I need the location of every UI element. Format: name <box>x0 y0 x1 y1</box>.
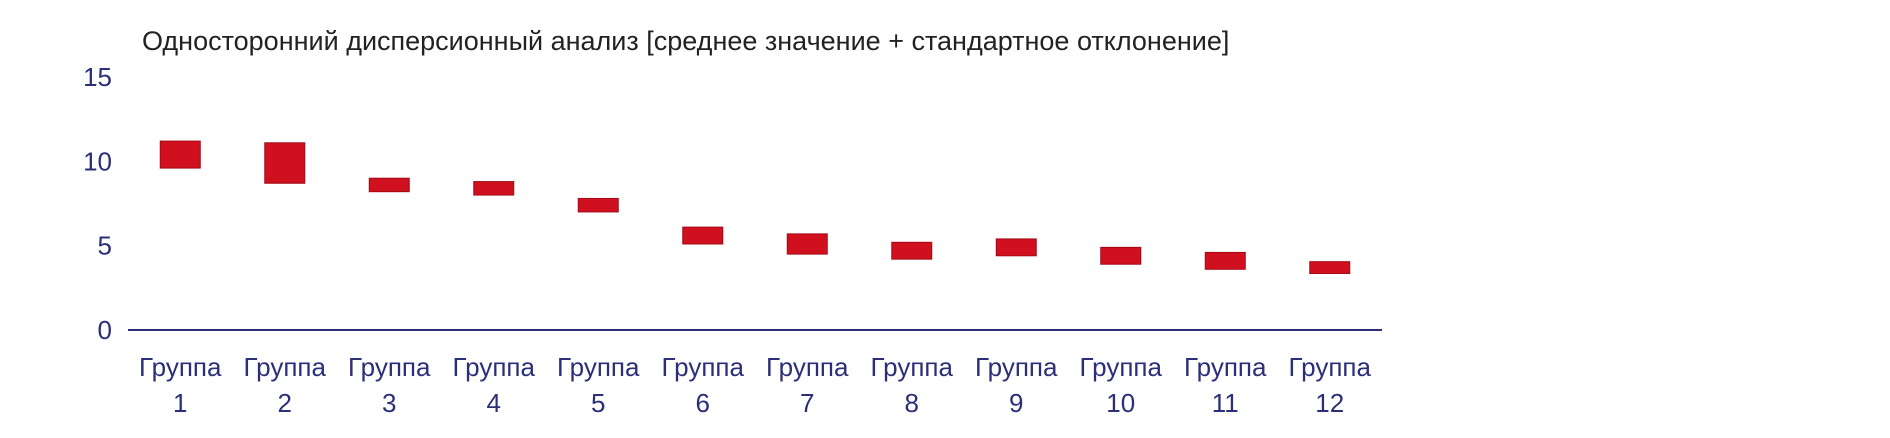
x-category-label: Группа <box>871 352 954 382</box>
mean-sd-box <box>1309 261 1351 274</box>
x-category-label: Группа <box>557 352 640 382</box>
x-category-label: Группа <box>975 352 1058 382</box>
x-category-label: Группа <box>244 352 327 382</box>
mean-sd-box <box>995 238 1037 257</box>
x-category-number: 7 <box>800 388 814 418</box>
mean-sd-box <box>264 142 306 184</box>
y-tick-label: 10 <box>83 146 112 176</box>
x-axis-labels: Группа 1 Группа 2 Группа 3 Группа 4 Группа 5 Групп… <box>139 352 1371 418</box>
y-axis-ticks: 0 5 10 15 <box>83 62 112 345</box>
x-category-label: Группа <box>1080 352 1163 382</box>
mean-sd-box <box>577 197 619 213</box>
x-category-number: 2 <box>278 388 292 418</box>
x-category-label: Группа <box>348 352 431 382</box>
y-tick-label: 15 <box>83 62 112 92</box>
mean-sd-box <box>1100 246 1142 265</box>
x-category-number: 1 <box>173 388 187 418</box>
x-category-number: 12 <box>1315 388 1344 418</box>
mean-sd-box <box>682 226 724 245</box>
x-category-label: Группа <box>1184 352 1267 382</box>
x-category-number: 4 <box>487 388 501 418</box>
mean-sd-box <box>473 181 515 196</box>
x-category-number: 6 <box>696 388 710 418</box>
mean-sd-boxes <box>159 140 1351 274</box>
x-category-label: Группа <box>766 352 849 382</box>
x-category-label: Группа <box>453 352 536 382</box>
x-category-number: 5 <box>591 388 605 418</box>
x-category-label: Группа <box>1289 352 1372 382</box>
x-category-number: 8 <box>905 388 919 418</box>
x-category-number: 3 <box>382 388 396 418</box>
x-category-number: 11 <box>1212 388 1239 418</box>
y-tick-label: 0 <box>98 315 112 345</box>
mean-sd-box <box>159 140 201 169</box>
x-category-label: Группа <box>139 352 222 382</box>
x-category-number: 10 <box>1106 388 1135 418</box>
mean-sd-box <box>1204 251 1246 270</box>
chart-title: Односторонний дисперсионный анализ [сред… <box>142 26 1229 56</box>
mean-sd-box <box>891 241 933 260</box>
y-tick-label: 5 <box>98 231 112 261</box>
x-category-label: Группа <box>662 352 745 382</box>
mean-sd-box <box>786 233 828 255</box>
x-category-number: 9 <box>1009 388 1023 418</box>
mean-sd-box <box>368 177 410 193</box>
